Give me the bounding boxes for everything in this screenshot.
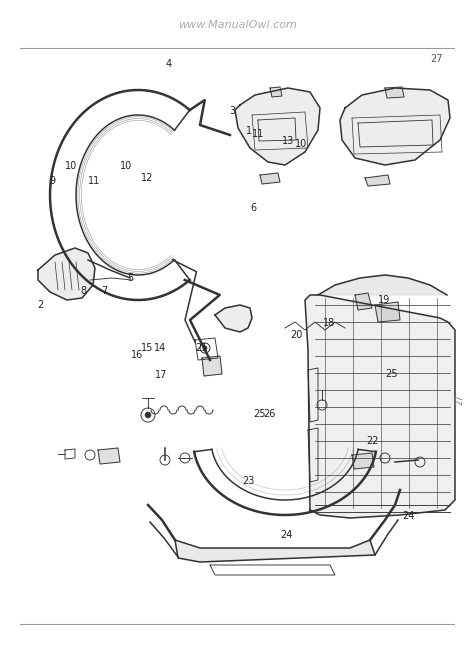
Text: 6: 6 [251,203,256,212]
Polygon shape [352,453,374,469]
Text: 11: 11 [252,129,264,139]
Polygon shape [98,448,120,464]
Polygon shape [202,356,222,376]
Text: 11: 11 [88,176,100,186]
Text: 27: 27 [430,54,442,64]
Circle shape [203,346,207,350]
Text: 14: 14 [154,344,166,353]
Polygon shape [340,88,450,165]
Polygon shape [305,295,455,518]
Polygon shape [355,293,372,310]
Polygon shape [318,275,447,295]
Text: 19: 19 [378,295,390,305]
Text: 3: 3 [229,106,235,115]
Polygon shape [175,540,375,562]
Polygon shape [260,173,280,184]
Text: 16: 16 [131,350,144,360]
Text: 27: 27 [456,395,465,405]
Text: 10: 10 [295,139,307,149]
Text: 20: 20 [290,330,302,340]
Text: 8: 8 [80,287,86,296]
Text: 25: 25 [385,369,397,379]
Text: 2: 2 [37,300,44,310]
Polygon shape [235,88,320,165]
Text: 13: 13 [282,136,294,145]
Text: 10: 10 [65,161,77,171]
Text: 23: 23 [243,476,255,486]
Polygon shape [270,87,282,97]
Text: www.ManualOwl.com: www.ManualOwl.com [178,21,296,30]
Polygon shape [215,305,252,332]
Text: 17: 17 [155,371,167,380]
Text: 5: 5 [127,273,134,283]
Text: 12: 12 [141,173,153,182]
Text: 24: 24 [402,511,415,521]
Text: 18: 18 [323,318,336,328]
Text: 15: 15 [141,344,153,353]
Text: 21: 21 [195,344,208,353]
Text: 9: 9 [49,176,55,186]
Text: 22: 22 [366,436,378,446]
Polygon shape [385,87,404,98]
Polygon shape [375,302,400,322]
Polygon shape [38,248,95,300]
Polygon shape [365,175,390,186]
Text: 24: 24 [281,530,293,539]
Text: 7: 7 [101,287,108,296]
Text: 10: 10 [119,161,132,171]
Text: 1: 1 [246,126,252,135]
Text: 26: 26 [263,409,275,419]
Text: 4: 4 [165,59,171,68]
Circle shape [145,412,151,418]
Text: 25: 25 [254,409,266,419]
